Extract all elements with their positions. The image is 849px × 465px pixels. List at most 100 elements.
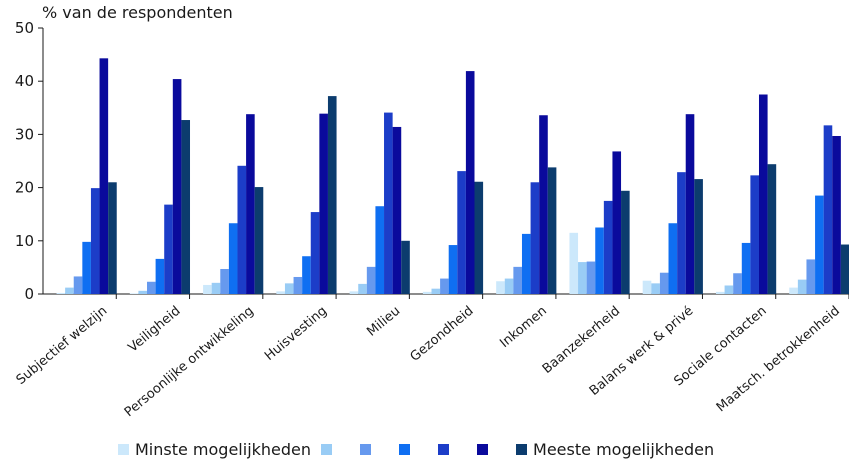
- bar: [823, 125, 833, 294]
- bar: [237, 165, 247, 294]
- bar: [677, 172, 686, 294]
- legend-item-4: [399, 444, 416, 455]
- bar: [578, 262, 587, 294]
- category-label: Subjectief welzijn: [14, 304, 111, 388]
- legend-swatch-6: [477, 444, 489, 455]
- legend: Minste mogelijkheden Meeste mogelijkhede…: [118, 440, 724, 459]
- bar: [129, 293, 139, 294]
- bar: [384, 112, 393, 294]
- bar: [521, 233, 531, 294]
- bar: [715, 291, 725, 294]
- bar: [392, 126, 402, 295]
- category-labels: Subjectief welzijn VeiligheidPersoonlijke…: [14, 304, 843, 421]
- bar: [750, 175, 759, 294]
- bar: [284, 283, 294, 294]
- bar: [375, 206, 385, 294]
- bar: [172, 79, 182, 295]
- bar: [612, 151, 622, 294]
- legend-label-1: Minste mogelijkheden: [135, 440, 312, 459]
- legend-swatch-4: [399, 444, 411, 455]
- bar: [659, 272, 669, 294]
- bar: [65, 287, 74, 294]
- legend-item-2: [321, 444, 338, 455]
- legend-swatch-3: [360, 444, 372, 455]
- bar: [806, 259, 816, 294]
- category-label: Gezondheid: [408, 304, 477, 365]
- bar: [358, 283, 367, 294]
- bar: [603, 200, 613, 294]
- bar: [138, 290, 148, 294]
- legend-item-3: [360, 444, 377, 455]
- y-tick-label: 10: [15, 232, 34, 250]
- bar: [155, 258, 165, 294]
- bar: [595, 227, 604, 294]
- bar: [90, 188, 100, 294]
- category-label: Veiligheid: [126, 304, 184, 356]
- legend-item-5: [438, 444, 455, 455]
- bar: [741, 242, 751, 294]
- bar: [181, 120, 191, 294]
- legend-swatch-5: [438, 444, 450, 455]
- y-ticks: 0 10 20 30 40 50: [15, 19, 43, 303]
- category-label: Baanzekerheid: [540, 304, 623, 377]
- bar: [440, 278, 449, 294]
- bar: [228, 223, 238, 294]
- bar: [724, 285, 734, 294]
- bar: [621, 190, 630, 294]
- bar: [474, 181, 484, 294]
- bar: [401, 240, 410, 294]
- bar: [310, 212, 320, 294]
- y-axis-label: % van de respondenten: [42, 3, 233, 22]
- bar: [815, 195, 824, 294]
- bar: [840, 244, 849, 294]
- bar: [319, 113, 328, 294]
- bar: [108, 182, 117, 294]
- bar: [293, 276, 303, 294]
- legend-item-6: [477, 444, 494, 455]
- bar: [758, 94, 768, 294]
- bar: [457, 171, 466, 294]
- bar: [539, 115, 548, 294]
- bar: [504, 278, 514, 294]
- legend-item-1: Minste mogelijkheden: [118, 440, 311, 459]
- y-tick-label: 20: [15, 179, 34, 197]
- category-label: Persoonlijke ontwikkeling: [122, 304, 257, 421]
- bar: [422, 291, 432, 294]
- bar: [789, 287, 798, 294]
- legend-item-7: Meeste mogelijkheden: [516, 440, 714, 459]
- bar: [349, 291, 359, 294]
- bar: [327, 96, 337, 294]
- bars: [56, 58, 849, 295]
- bar: [832, 135, 841, 294]
- bar: [431, 288, 441, 294]
- bar: [547, 167, 557, 294]
- bar: [73, 276, 83, 294]
- bar: [733, 273, 742, 294]
- axes: [42, 28, 849, 299]
- bar: [651, 283, 660, 294]
- category-label: Inkomen: [497, 304, 550, 351]
- category-label: Maatsch. betrokkenheid: [714, 304, 843, 416]
- bar: [203, 284, 212, 294]
- y-tick-label: 40: [15, 72, 34, 90]
- bar: [164, 204, 173, 294]
- bar: [496, 281, 505, 294]
- bar-chart: 0 10 20 30 40 50 Subjectief welzijn Veiligheid…: [14, 19, 849, 421]
- bar: [767, 164, 777, 294]
- bar: [99, 58, 109, 294]
- y-tick-label: 50: [15, 19, 34, 37]
- y-tick-label: 30: [15, 125, 34, 143]
- y-tick-label: 0: [24, 285, 34, 303]
- bar: [668, 223, 678, 294]
- bar: [448, 245, 458, 294]
- bar: [82, 241, 91, 294]
- bar: [276, 291, 285, 294]
- bar: [56, 292, 66, 294]
- category-label: Milieu: [364, 304, 403, 340]
- bar: [147, 281, 156, 294]
- bar: [513, 266, 522, 294]
- bar: [254, 187, 264, 294]
- bar: [586, 261, 596, 294]
- category-label: Huisvesting: [262, 304, 330, 364]
- legend-swatch-7: [516, 444, 528, 455]
